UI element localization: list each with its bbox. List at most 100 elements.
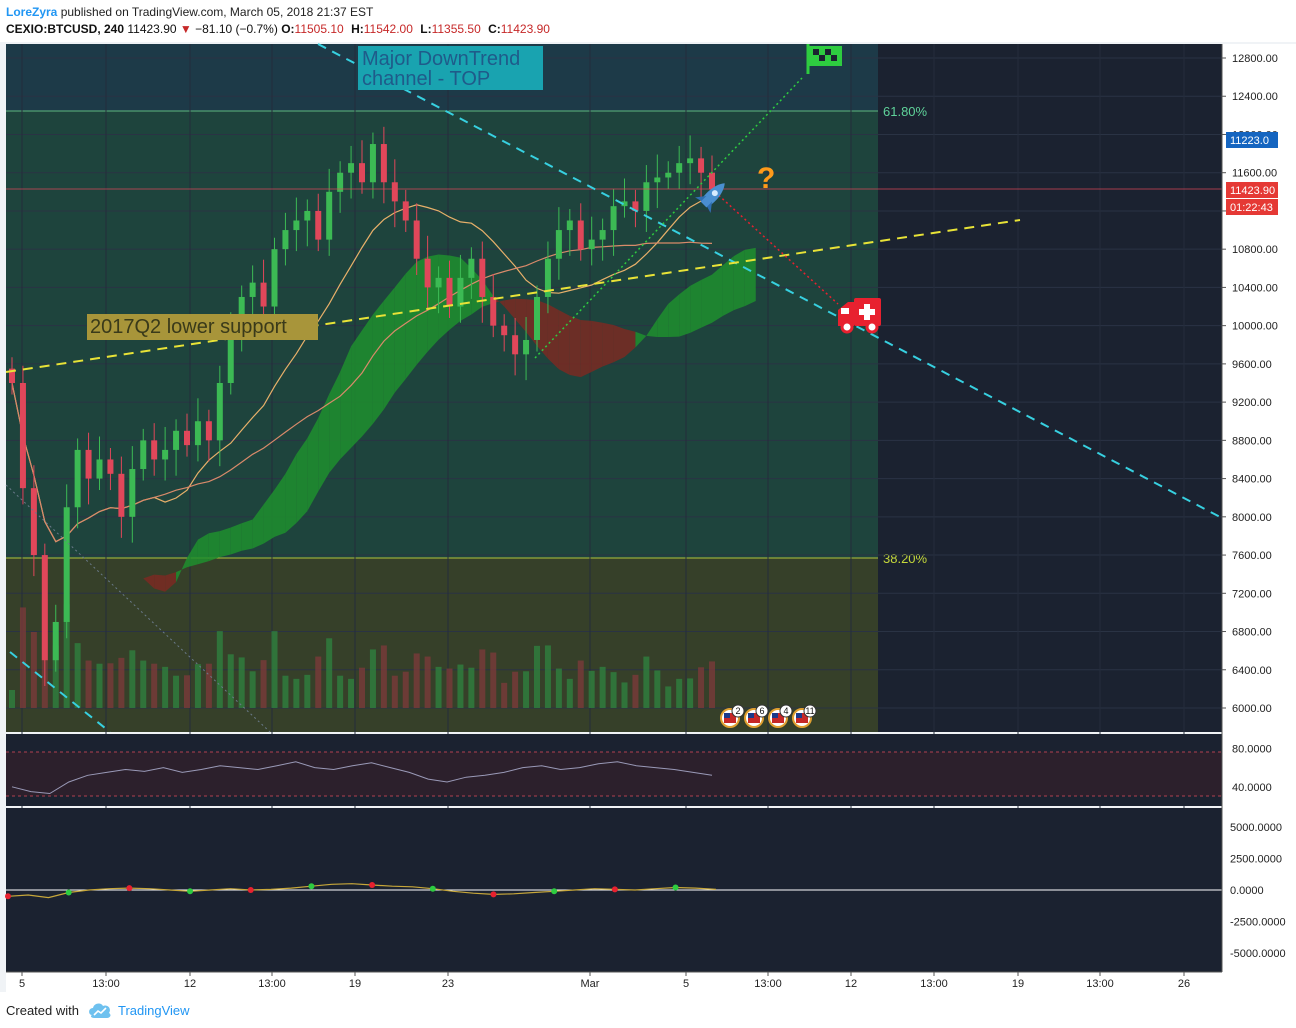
cloud-segment bbox=[230, 523, 242, 555]
event-count: 4 bbox=[783, 706, 788, 716]
volume-bar bbox=[227, 654, 234, 708]
economic-events[interactable]: 2 6 4 11 bbox=[720, 704, 817, 728]
candle bbox=[194, 421, 201, 446]
downtrend-label-text: Major DownTrend channel - TOP bbox=[362, 48, 520, 90]
finish-flag-icon bbox=[806, 44, 842, 74]
candle bbox=[413, 220, 420, 259]
time-tick-label: 23 bbox=[442, 978, 454, 990]
event-count-badge bbox=[803, 704, 817, 718]
candle bbox=[162, 449, 169, 460]
downtrend-label-box[interactable]: Major DownTrend channel - TOP bbox=[358, 46, 543, 90]
time-tick-label: Mar bbox=[581, 978, 600, 990]
rsi-line bbox=[11, 761, 713, 795]
candle bbox=[698, 158, 705, 173]
cloud-segment bbox=[362, 314, 373, 437]
event-count-badge bbox=[731, 704, 745, 718]
candle bbox=[41, 555, 48, 661]
low-value: 11355.50 bbox=[431, 22, 481, 36]
symbol-info: CEXIO:BTCUSD, 240 11423.90 ▼ −81.10 (−0.… bbox=[6, 22, 554, 36]
candle bbox=[687, 158, 694, 164]
candle bbox=[566, 220, 573, 231]
price-tick-label: 6400.00 bbox=[1232, 665, 1272, 677]
volume-bar bbox=[402, 671, 409, 708]
support-label-box[interactable]: 2017Q2 lower support bbox=[87, 314, 318, 340]
cloud-segment bbox=[296, 438, 308, 523]
price-tick-label: 8000.00 bbox=[1232, 512, 1272, 524]
cloud-segment bbox=[613, 324, 625, 363]
candle bbox=[30, 488, 37, 556]
event-count: 11 bbox=[805, 706, 814, 716]
candle bbox=[643, 182, 650, 211]
volume-bar bbox=[457, 664, 464, 708]
cloud-segment bbox=[701, 274, 712, 328]
event-count: 6 bbox=[759, 706, 764, 716]
cloud-segment bbox=[329, 371, 341, 473]
rsi-tick-label: 80.0000 bbox=[1232, 743, 1272, 755]
volume-bar bbox=[260, 660, 267, 708]
price-badge bbox=[1226, 199, 1278, 215]
volume-bar bbox=[118, 657, 125, 708]
volume-bar bbox=[271, 631, 278, 708]
candle bbox=[588, 239, 595, 250]
volume-bar bbox=[391, 675, 398, 708]
cross-dot bbox=[369, 881, 376, 888]
price-tick-label: 10800.00 bbox=[1232, 244, 1278, 256]
volume-bar bbox=[162, 666, 169, 708]
price-badge bbox=[1226, 182, 1278, 198]
candle bbox=[337, 172, 344, 192]
rsi-pane[interactable] bbox=[6, 734, 1222, 806]
cloud-segment bbox=[197, 533, 209, 565]
price-pane[interactable]: 61.80% 38.20% Major DownTrend channel - T… bbox=[5, 43, 1223, 972]
cross-dot bbox=[429, 885, 436, 892]
volume-bar bbox=[184, 675, 190, 708]
candle bbox=[555, 230, 562, 259]
cloud-segment bbox=[143, 574, 155, 589]
candle bbox=[435, 277, 442, 288]
candle bbox=[107, 459, 114, 474]
tradingview-link[interactable]: TradingView bbox=[118, 1003, 190, 1018]
volume-bar bbox=[194, 664, 201, 708]
volume-bar bbox=[85, 660, 92, 708]
oscillator-pane[interactable] bbox=[5, 808, 1222, 972]
volume-bar bbox=[643, 656, 650, 708]
candle bbox=[676, 163, 683, 173]
volume-bar bbox=[709, 661, 715, 708]
candle bbox=[173, 430, 180, 450]
price-change: −81.10 (−0.7%) bbox=[195, 22, 278, 36]
cross-dot bbox=[308, 883, 315, 890]
volume-bar bbox=[512, 671, 519, 708]
cloud-segment bbox=[372, 300, 384, 424]
time-axis[interactable]: 5 13:00 12 13:00 19 23 Mar 5 13:00 12 13:00 19 13:00… bbox=[6, 971, 1296, 992]
oscillator-tick-label: 0.0000 bbox=[1230, 885, 1264, 897]
cloud-segment bbox=[515, 298, 527, 333]
price-axis[interactable]: 12800.0012400.0012000.0011600.0011200.00… bbox=[1221, 44, 1296, 972]
down-arrow-icon: ▼ bbox=[179, 22, 192, 36]
volume-bar bbox=[676, 678, 683, 708]
time-tick-label: 13:00 bbox=[754, 978, 782, 990]
volume-bar bbox=[555, 668, 562, 708]
cloud-segment bbox=[394, 273, 406, 393]
candle bbox=[227, 335, 234, 383]
volume-bar bbox=[30, 632, 37, 708]
symbol-label[interactable]: CEXIO:BTCUSD, 240 bbox=[6, 22, 125, 36]
candle bbox=[96, 459, 103, 479]
price-badges: 11223.0 11423.90 01:22:43 bbox=[1226, 132, 1278, 215]
cloud-segment bbox=[263, 489, 275, 544]
cloud-segment bbox=[340, 346, 352, 460]
question-mark-icon: ? bbox=[757, 162, 775, 195]
cross-dot bbox=[126, 885, 133, 892]
time-tick-label: 13:00 bbox=[258, 978, 286, 990]
candle bbox=[599, 230, 606, 240]
candle bbox=[523, 339, 530, 355]
volume-bar bbox=[490, 652, 497, 708]
candle bbox=[391, 182, 398, 202]
author-link[interactable]: LoreZyra bbox=[6, 5, 58, 19]
candle bbox=[63, 507, 70, 622]
cloud-segment bbox=[591, 320, 603, 372]
chart-area[interactable]: 61.80% 38.20% Major DownTrend channel - T… bbox=[0, 42, 1296, 992]
event-count-badge bbox=[779, 704, 793, 718]
volume-bar bbox=[140, 660, 147, 708]
candle bbox=[205, 421, 212, 441]
oscillator-tick-label: -2500.0000 bbox=[1230, 917, 1286, 929]
candle bbox=[501, 325, 508, 336]
